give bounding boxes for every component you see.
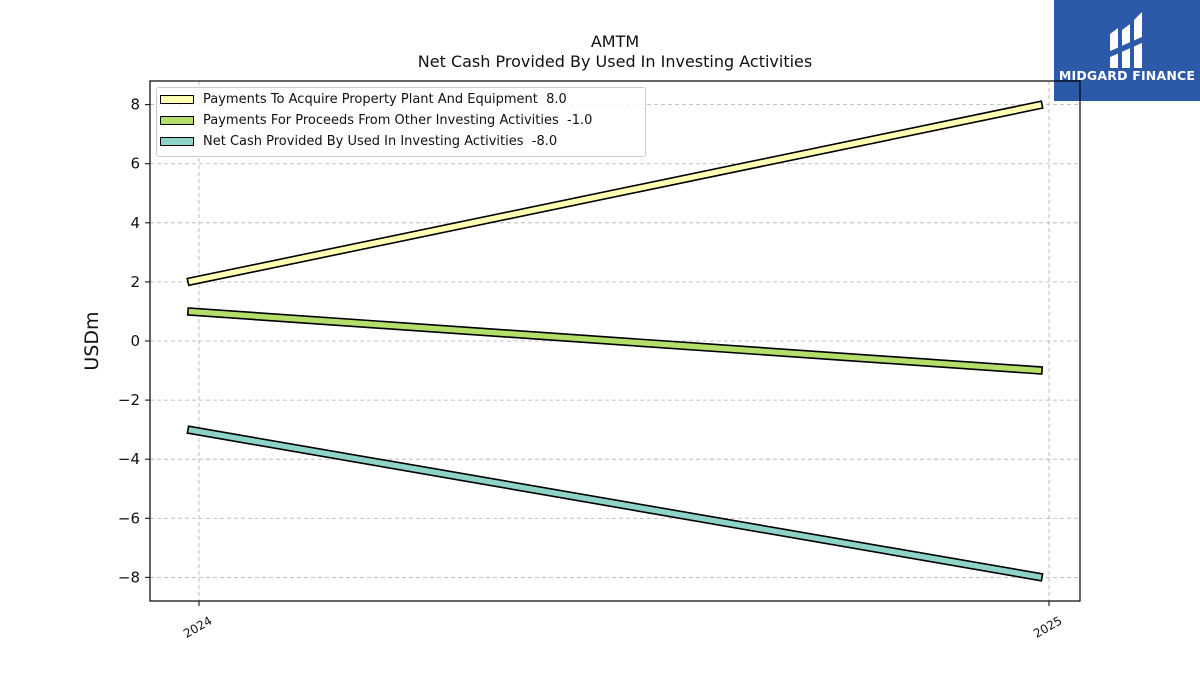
legend-label: Net Cash Provided By Used In Investing A… bbox=[203, 134, 558, 149]
y-tick-label: 2 bbox=[130, 273, 140, 291]
x-tick-label: 2024 bbox=[181, 613, 214, 640]
legend-item: Payments For Proceeds From Other Investi… bbox=[157, 111, 645, 131]
series-line-1 bbox=[186, 307, 1044, 375]
y-tick-label: −4 bbox=[118, 450, 140, 468]
legend-item: Payments To Acquire Property Plant And E… bbox=[157, 90, 645, 110]
legend-label: Payments For Proceeds From Other Investi… bbox=[203, 113, 593, 128]
series-line-0 bbox=[186, 100, 1044, 287]
y-tick-label: 6 bbox=[130, 155, 140, 173]
logo-text: MIDGARD FINANCE bbox=[1058, 68, 1196, 83]
y-tick-label: 8 bbox=[130, 96, 140, 114]
x-tick-label: 2025 bbox=[1031, 613, 1064, 640]
legend-label: Payments To Acquire Property Plant And E… bbox=[203, 92, 567, 107]
y-tick-label: 0 bbox=[130, 332, 140, 350]
legend-item: Net Cash Provided By Used In Investing A… bbox=[157, 132, 645, 152]
y-tick-label: 4 bbox=[130, 214, 140, 232]
y-tick-label: −8 bbox=[118, 568, 140, 586]
legend: Payments To Acquire Property Plant And E… bbox=[156, 87, 646, 157]
legend-swatch bbox=[160, 116, 194, 125]
legend-swatch bbox=[160, 137, 194, 146]
legend-swatch bbox=[160, 95, 194, 104]
chart-subtitle: Net Cash Provided By Used In Investing A… bbox=[417, 52, 813, 71]
chart-title: AMTM bbox=[590, 32, 640, 51]
midgard-finance-logo: MIDGARD FINANCE bbox=[1054, 0, 1200, 101]
y-tick-label: −2 bbox=[118, 391, 140, 409]
y-tick-label: −6 bbox=[118, 509, 140, 527]
midgard-logo-icon bbox=[1108, 12, 1144, 68]
y-axis-label: USDm bbox=[81, 311, 103, 370]
series-line-2 bbox=[186, 425, 1044, 582]
